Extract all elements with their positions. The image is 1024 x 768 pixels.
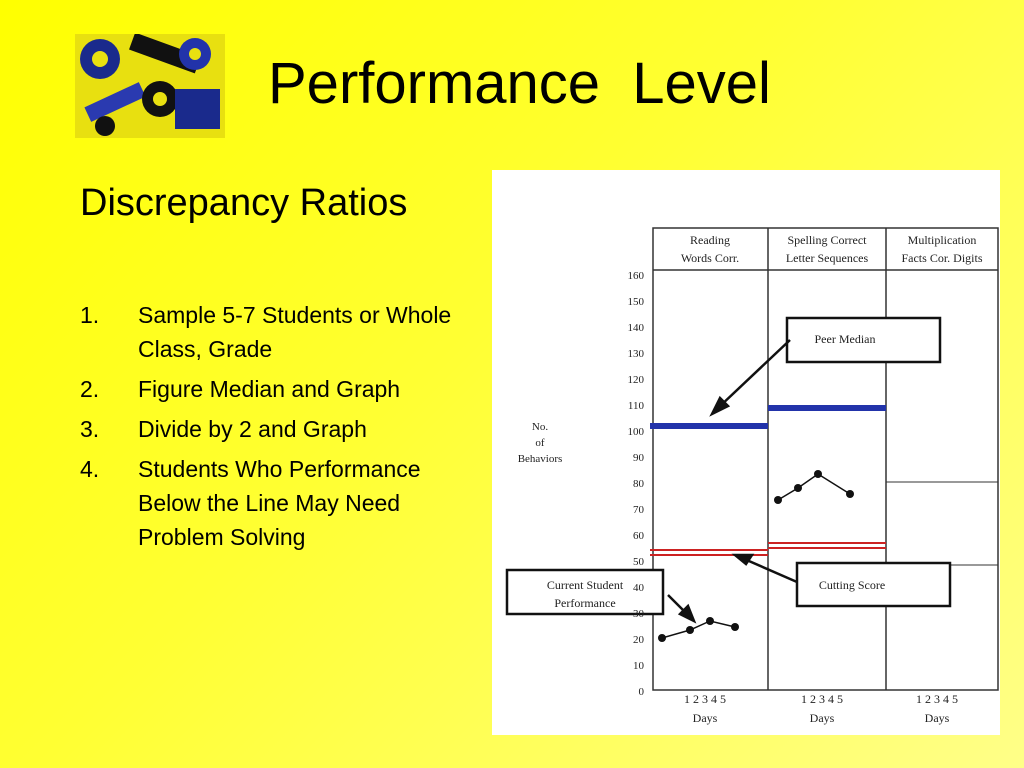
- y-tick-label: 60: [633, 530, 645, 542]
- y-tick-label: 20: [633, 634, 645, 646]
- list-number: 1.: [80, 302, 100, 328]
- list-item: 3. Divide by 2 and Graph: [80, 412, 480, 446]
- x-tick-labels: 1 2 3 4 5: [684, 692, 726, 706]
- column-header: Words Corr.: [681, 251, 739, 265]
- x-axis-label: Days: [925, 711, 950, 725]
- list-text: Sample 5-7 Students or Whole Class, Grad…: [138, 302, 452, 362]
- logo: [75, 34, 225, 138]
- list-text: Divide by 2 and Graph: [138, 416, 367, 442]
- callout-text: Performance: [554, 596, 615, 610]
- y-tick-label: 150: [628, 296, 645, 308]
- column-header: Reading: [690, 233, 730, 247]
- x-tick-labels: 1 2 3 4 5: [916, 692, 958, 706]
- y-tick-label: 50: [633, 556, 645, 568]
- x-axis-label: Days: [810, 711, 835, 725]
- y-tick-label: 80: [633, 478, 645, 490]
- list-item: 1. Sample 5-7 Students or Whole Class, Gr…: [80, 298, 480, 366]
- x-axis-label: Days: [693, 711, 718, 725]
- y-tick-label: 10: [633, 660, 645, 672]
- y-tick-label: 0: [639, 686, 645, 698]
- y-tick-label: 110: [628, 400, 645, 412]
- list-number: 4.: [80, 456, 100, 482]
- list-number: 3.: [80, 416, 100, 442]
- y-tick-label: 40: [633, 582, 645, 594]
- list-item: 2. Figure Median and Graph: [80, 372, 480, 406]
- y-tick-label: 70: [633, 504, 645, 516]
- list-item: 4. Students Who Performance Below the Lin…: [80, 452, 480, 554]
- y-axis-label: of: [535, 437, 545, 449]
- y-tick-label: 140: [628, 322, 645, 334]
- y-tick-label: 100: [628, 426, 645, 438]
- subtitle: Discrepancy Ratios: [80, 182, 408, 224]
- y-axis-label: No.: [532, 421, 548, 433]
- y-tick-label: 90: [633, 452, 645, 464]
- callout-text: Cutting Score: [819, 578, 885, 592]
- column-header: Spelling Correct: [788, 233, 868, 247]
- title: Performance Level: [268, 51, 771, 116]
- callout-text: Current Student: [547, 578, 624, 592]
- x-tick-labels: 1 2 3 4 5: [801, 692, 843, 706]
- y-tick-label: 120: [628, 374, 645, 386]
- column-header: Multiplication: [908, 233, 977, 247]
- y-axis-label: Behaviors: [518, 453, 563, 465]
- list-text: Students Who Performance Below the Line …: [138, 456, 421, 550]
- column-header: Facts Cor. Digits: [901, 251, 982, 265]
- y-tick-label: 30: [633, 608, 645, 620]
- list-number: 2.: [80, 376, 100, 402]
- y-tick-label: 160: [628, 270, 645, 282]
- callout-text: Peer Median: [815, 332, 876, 346]
- list-text: Figure Median and Graph: [138, 376, 401, 402]
- list: 1. Sample 5-7 Students or Whole Class, Gr…: [80, 298, 480, 560]
- y-tick-label: 130: [628, 348, 645, 360]
- column-header: Letter Sequences: [786, 251, 869, 265]
